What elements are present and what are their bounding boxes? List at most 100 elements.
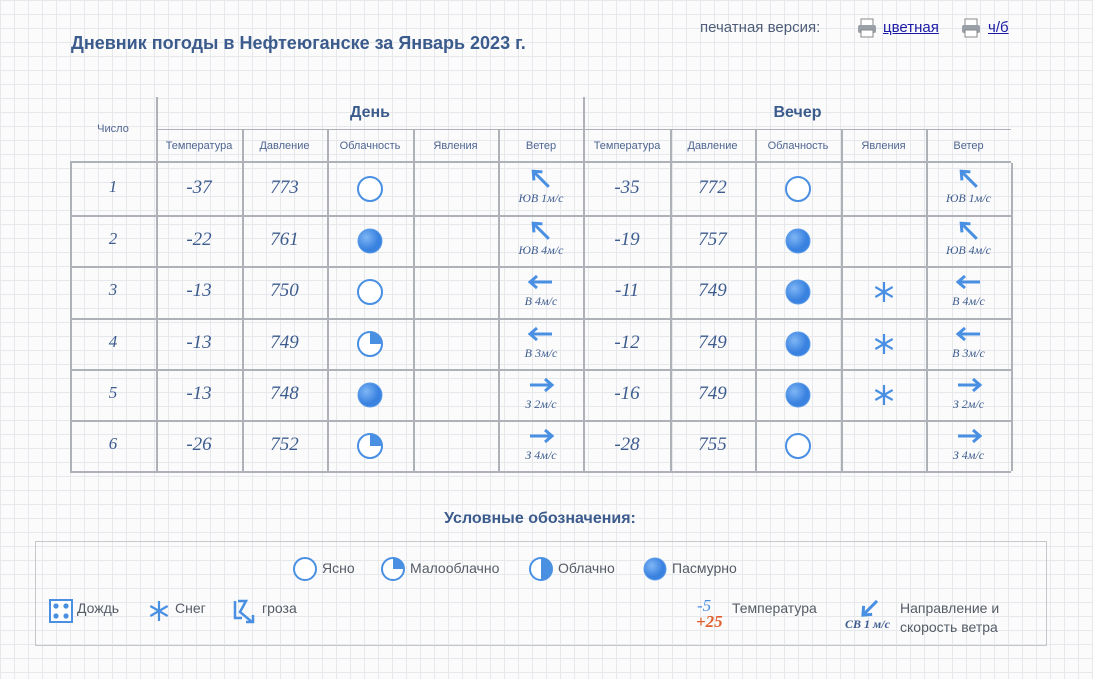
legend-cloud-label: Малооблачно (410, 560, 500, 576)
wind-arrow (525, 165, 557, 193)
date-cell: 3 (108, 280, 118, 299)
temperature-cell: -13 (186, 331, 212, 353)
snow-icon-svg (874, 384, 893, 405)
column-header: Явления (433, 140, 478, 152)
wind-text: ЮВ 1м/с (945, 191, 992, 205)
legend-cloud-icon (642, 556, 668, 582)
legend-cloud-icon (292, 556, 318, 582)
pressure-cell: 749 (698, 280, 727, 301)
legend-phenomenon-label: Дождь (77, 600, 120, 616)
wind-arrow-svg (957, 428, 982, 443)
cloud-icon (355, 174, 385, 204)
thunder-icon-svg (233, 599, 255, 624)
legend-wind-arrow-svg (861, 599, 879, 617)
table-line (70, 369, 1011, 371)
table-line (926, 130, 928, 471)
snow-icon (146, 598, 172, 624)
col-date-header: Число (97, 123, 129, 135)
legend-cloud-label: Ясно (322, 560, 355, 576)
column-header: Температура (593, 140, 661, 152)
legend-cloud-icon-svg (529, 557, 553, 581)
legend-cloud-icon (380, 556, 406, 582)
wind-arrow-svg (530, 428, 555, 443)
cloud-icon-svg (785, 228, 811, 253)
column-header: Давление (687, 140, 738, 152)
table-line (70, 163, 72, 471)
temperature-cell: -26 (186, 433, 212, 455)
table-line (755, 130, 757, 471)
rain-icon (48, 598, 74, 624)
wind-arrow (953, 217, 985, 245)
temperature-cell: -28 (614, 433, 640, 455)
temperature-cell: -13 (186, 382, 212, 404)
cloud-icon-svg (357, 382, 383, 407)
pressure-cell: 772 (698, 177, 727, 198)
wind-text: В 3м/с (952, 345, 985, 360)
cloud-icon-svg (357, 228, 383, 253)
column-header: Ветер (953, 140, 984, 152)
table-line (156, 129, 1011, 130)
temperature-cell: -12 (614, 331, 640, 353)
wind-text: З 2м/с (525, 396, 557, 411)
cloud-icon (783, 277, 813, 307)
cloud-icon (783, 174, 813, 204)
pressure-cell: 752 (270, 433, 299, 455)
table-line (242, 130, 244, 471)
table-line (70, 420, 1011, 422)
wind-arrow-svg (527, 274, 552, 290)
table-line (841, 130, 843, 471)
date-cell: 1 (108, 177, 118, 196)
legend-cloud-label: Облачно (558, 560, 615, 576)
pressure-cell: 761 (270, 228, 299, 250)
thunder-icon (232, 598, 260, 626)
cloud-icon-svg (357, 432, 383, 459)
legend-cloud-icon (528, 556, 554, 582)
pressure-cell: 749 (698, 331, 727, 353)
table-line (156, 97, 158, 471)
temperature-cell: -13 (186, 280, 212, 301)
cloud-icon (355, 380, 385, 410)
group-header: День (350, 104, 390, 121)
temperature-cell: -22 (186, 228, 212, 250)
wind-arrow-svg (531, 169, 550, 188)
wind-arrow (525, 217, 557, 245)
legend-title: Условные обозначения: (444, 510, 636, 527)
wind-arrow-svg (527, 326, 552, 341)
legend-cloud-icon-svg (293, 557, 317, 581)
printer-icon (962, 18, 980, 38)
legend-cloud-icon-svg (643, 557, 667, 581)
date-cell: 2 (108, 228, 118, 248)
cloud-icon-svg (357, 330, 383, 357)
cloud-icon-svg (357, 176, 383, 202)
temperature-cell: -16 (614, 382, 640, 404)
wind-arrow (953, 320, 985, 348)
table-line (413, 130, 415, 471)
cloud-icon-svg (357, 279, 383, 305)
temperature-cell: -11 (615, 280, 639, 301)
column-header: Ветер (525, 140, 557, 152)
cloud-icon (783, 431, 813, 461)
legend-wind-label: Направление и (900, 600, 1000, 616)
wind-text: ЮВ 1м/с (518, 191, 564, 205)
legend-wind-label: скорость ветра (900, 619, 998, 635)
date-cell: 4 (108, 331, 118, 351)
legend-wind-arrow (855, 596, 885, 622)
table-line (70, 318, 1011, 320)
wind-arrow (953, 371, 985, 399)
snow-icon (870, 330, 898, 358)
print-color-link[interactable]: цветная (883, 19, 939, 36)
pressure-cell: 748 (270, 382, 299, 404)
pressure-cell: 749 (270, 331, 299, 353)
wind-text: В 4м/с (952, 294, 985, 308)
wind-text: З 4м/с (952, 447, 985, 462)
wind-text: ЮВ 4м/с (518, 242, 564, 257)
wind-text: З 4м/с (525, 447, 557, 462)
cloud-icon-svg (785, 279, 811, 305)
wind-arrow-svg (530, 377, 555, 392)
table-line (1011, 163, 1013, 471)
print-bw-link[interactable]: ч/б (988, 19, 1009, 36)
pressure-cell: 755 (698, 433, 727, 455)
printer-icon (858, 18, 876, 38)
wind-text: З 2м/с (952, 396, 985, 411)
